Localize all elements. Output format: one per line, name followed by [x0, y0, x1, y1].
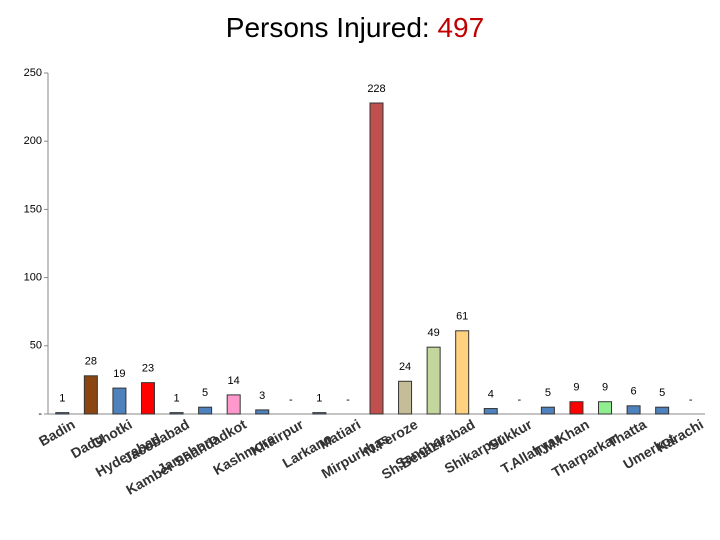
data-label: 1 [59, 393, 65, 405]
data-label: 5 [545, 387, 551, 399]
bar [598, 401, 613, 415]
bar [255, 409, 270, 415]
data-label: 24 [399, 361, 411, 373]
bar [55, 412, 70, 415]
chart-title: Persons Injured: 497 [226, 12, 484, 43]
y-tick-label: - [38, 408, 42, 420]
bar [369, 102, 384, 415]
data-label: 49 [428, 327, 440, 339]
y-tick-label: 50 [30, 340, 42, 352]
data-label: 23 [142, 363, 154, 375]
bar [226, 394, 241, 415]
data-label: 1 [173, 393, 179, 405]
data-label: 19 [113, 368, 125, 380]
data-label: - [517, 394, 521, 406]
data-label: 1 [316, 393, 322, 405]
x-tick-label: Badin [36, 416, 78, 449]
bar [198, 406, 213, 415]
y-tick-label: 150 [24, 203, 42, 215]
data-label: 6 [631, 386, 637, 398]
bar [626, 405, 641, 415]
data-label: 228 [367, 83, 385, 95]
bar [655, 406, 670, 415]
title-text: Persons Injured: [226, 12, 430, 43]
data-label: - [346, 394, 350, 406]
data-label: 28 [85, 356, 97, 368]
data-label: 9 [573, 382, 579, 394]
bar [169, 412, 184, 415]
bar [112, 387, 127, 415]
y-tick-label: 200 [24, 135, 42, 147]
data-label: 14 [228, 375, 240, 387]
bar [83, 375, 98, 415]
y-tick-label: 250 [24, 67, 42, 79]
bar [569, 401, 584, 415]
bar [426, 346, 441, 415]
y-tick-label: 100 [24, 272, 42, 284]
bar [398, 380, 413, 415]
bar [140, 382, 155, 415]
data-label: 9 [602, 382, 608, 394]
data-label: 5 [659, 387, 665, 399]
title-total: 497 [437, 12, 484, 43]
data-label: 5 [202, 387, 208, 399]
data-label: - [689, 394, 693, 406]
bar [455, 330, 470, 415]
bar [483, 408, 498, 415]
bar [540, 406, 555, 415]
bar [312, 412, 327, 415]
data-label: 3 [259, 390, 265, 402]
data-label: - [289, 394, 293, 406]
data-label: 61 [456, 311, 468, 323]
data-label: 4 [488, 388, 494, 400]
